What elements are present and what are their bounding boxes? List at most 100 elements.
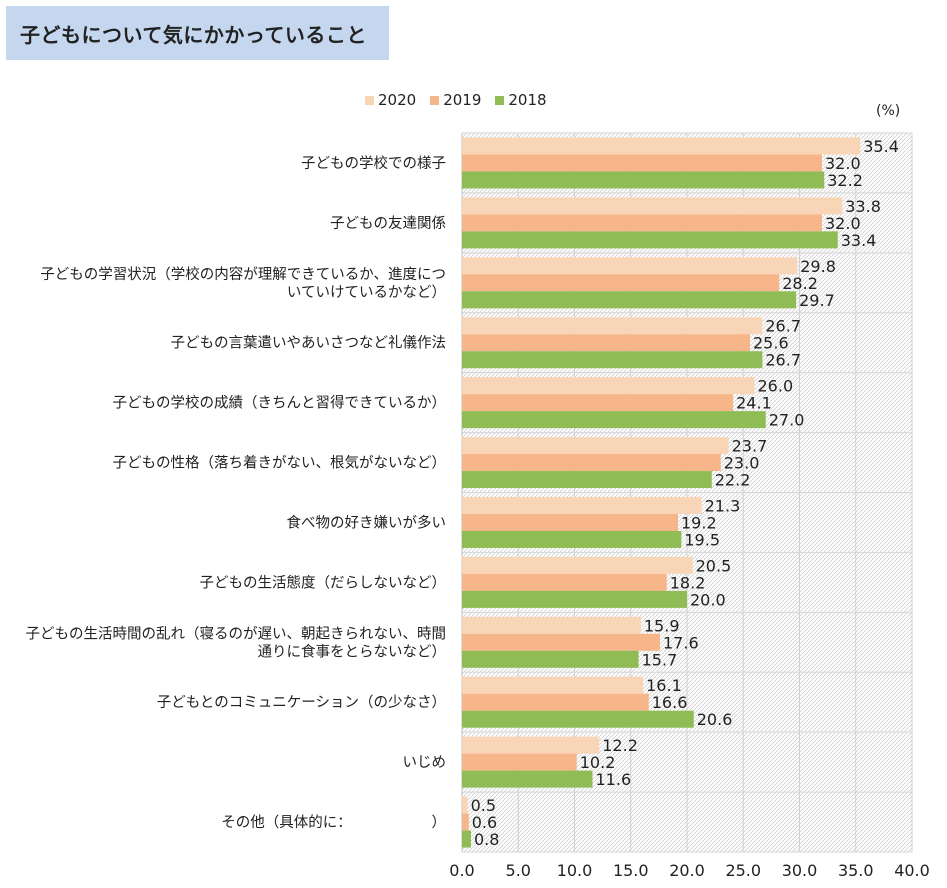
legend-label-2020: 2020: [378, 91, 417, 109]
bar-2018: [462, 351, 763, 369]
bar-2020: [462, 317, 763, 335]
data-label-2019: 32.0: [825, 154, 861, 173]
data-label-2018: 29.7: [799, 291, 835, 310]
data-label-2018: 11.6: [596, 770, 632, 789]
x-tick-label: 30.0: [782, 861, 818, 880]
category-label: 子どもの性格（落ち着きがない、根気がないなど）: [113, 455, 447, 472]
bar-2020: [462, 496, 702, 514]
category-label: 子どもとのコミュニケーション（の少なさ）: [157, 694, 446, 711]
legend-label-2019: 2019: [443, 91, 482, 109]
data-label-2019: 17.6: [663, 633, 699, 652]
data-label-2019: 0.6: [472, 813, 497, 832]
bar-2018: [462, 650, 639, 668]
bar-2019: [462, 693, 649, 711]
data-label-2018: 20.0: [690, 590, 726, 609]
data-label-2020: 29.8: [800, 257, 836, 276]
data-label-2020: 26.7: [765, 317, 801, 336]
bar-2019: [462, 633, 660, 651]
bar-2018: [462, 590, 687, 608]
x-tick-label: 35.0: [838, 861, 874, 880]
category-label: 通りに食事をとらないなど）: [258, 643, 447, 660]
x-tick-label: 40.0: [894, 861, 930, 880]
data-label-2019: 24.1: [736, 394, 772, 413]
data-label-2018: 33.4: [841, 231, 877, 250]
bar-2020: [462, 437, 729, 455]
bar-2020: [462, 676, 644, 694]
bar-2019: [462, 573, 667, 591]
data-label-2018: 26.7: [765, 351, 801, 370]
bar-2019: [462, 753, 577, 771]
category-label: いていけているかなど）: [287, 284, 446, 301]
category-label: 子どもの学校での様子: [301, 155, 446, 172]
data-label-2020: 12.2: [602, 736, 638, 755]
bar-2020: [462, 257, 798, 275]
data-label-2018: 32.2: [827, 171, 863, 190]
category-label: その他（具体的に： ）: [221, 814, 446, 831]
legend: 2020 2019 2018: [365, 91, 547, 109]
data-label-2020: 20.5: [696, 556, 732, 575]
data-label-2020: 33.8: [845, 197, 881, 216]
data-label-2019: 10.2: [580, 753, 616, 772]
x-tick-label: 5.0: [506, 861, 531, 880]
bar-2018: [462, 411, 766, 429]
data-label-2018: 19.5: [684, 530, 720, 549]
data-label-2019: 25.6: [753, 334, 789, 353]
bar-2019: [462, 813, 469, 831]
bar-2018: [462, 231, 838, 249]
bar-2020: [462, 616, 641, 634]
bar-2020: [462, 556, 693, 574]
data-label-2018: 15.7: [642, 650, 678, 669]
x-tick-label: 15.0: [613, 861, 649, 880]
x-tick-label: 20.0: [669, 861, 705, 880]
data-label-2019: 18.2: [670, 573, 706, 592]
data-label-2019: 19.2: [681, 513, 717, 532]
bar-2018: [462, 171, 825, 189]
data-label-2020: 21.3: [705, 496, 741, 515]
x-tick-label: 25.0: [725, 861, 761, 880]
chart-title: 子どもについて気にかかっていること: [20, 23, 367, 47]
bar-2018: [462, 710, 694, 728]
data-label-2019: 28.2: [782, 274, 818, 293]
bar-2018: [462, 530, 682, 548]
data-label-2018: 22.2: [715, 471, 751, 490]
data-label-2020: 16.1: [646, 676, 682, 695]
legend-item-2018: 2018: [495, 91, 547, 109]
x-tick-label: 10.0: [557, 861, 593, 880]
data-label-2020: 26.0: [758, 377, 794, 396]
data-label-2019: 32.0: [825, 214, 861, 233]
data-label-2020: 0.5: [471, 796, 496, 815]
bar-2020: [462, 736, 600, 754]
data-label-2020: 15.9: [644, 616, 680, 635]
category-label: いじめ: [403, 754, 447, 771]
bar-2020: [462, 137, 861, 155]
category-label: 子どもの生活態度（だらしないなど）: [200, 574, 447, 591]
data-label-2020: 35.4: [863, 137, 899, 156]
bar-2018: [462, 770, 593, 788]
x-tick-label: 0.0: [449, 861, 474, 880]
bar-2019: [462, 154, 822, 172]
data-label-2018: 20.6: [697, 710, 733, 729]
data-label-2018: 0.8: [474, 830, 499, 849]
legend-item-2019: 2019: [430, 91, 481, 109]
bar-2018: [462, 830, 471, 848]
bar-2019: [462, 334, 750, 352]
bar-2019: [462, 394, 734, 412]
category-label: 子どもの生活時間の乱れ（寝るのが遅い、朝起きられない、時間: [26, 624, 447, 642]
bar-2020: [462, 377, 755, 395]
category-label: 子どもの友達関係: [330, 215, 446, 232]
category-label: 食べ物の好き嫌いが多い: [287, 514, 447, 531]
data-label-2020: 23.7: [732, 437, 768, 456]
legend-swatch-2020: [365, 95, 374, 105]
category-label: 子どもの学習状況（学校の内容が理解できているか、進度につ: [40, 266, 446, 283]
legend-label-2018: 2018: [508, 91, 547, 109]
legend-swatch-2018: [495, 95, 505, 105]
bar-2018: [462, 291, 797, 309]
bar-2020: [462, 197, 843, 215]
title-box: 子どもについて気にかかっていること: [6, 6, 389, 60]
legend-swatch-2019: [430, 95, 440, 105]
bar-2019: [462, 274, 780, 292]
bar-2020: [462, 796, 468, 814]
bar-2018: [462, 471, 712, 489]
unit-label: (%): [876, 103, 901, 119]
